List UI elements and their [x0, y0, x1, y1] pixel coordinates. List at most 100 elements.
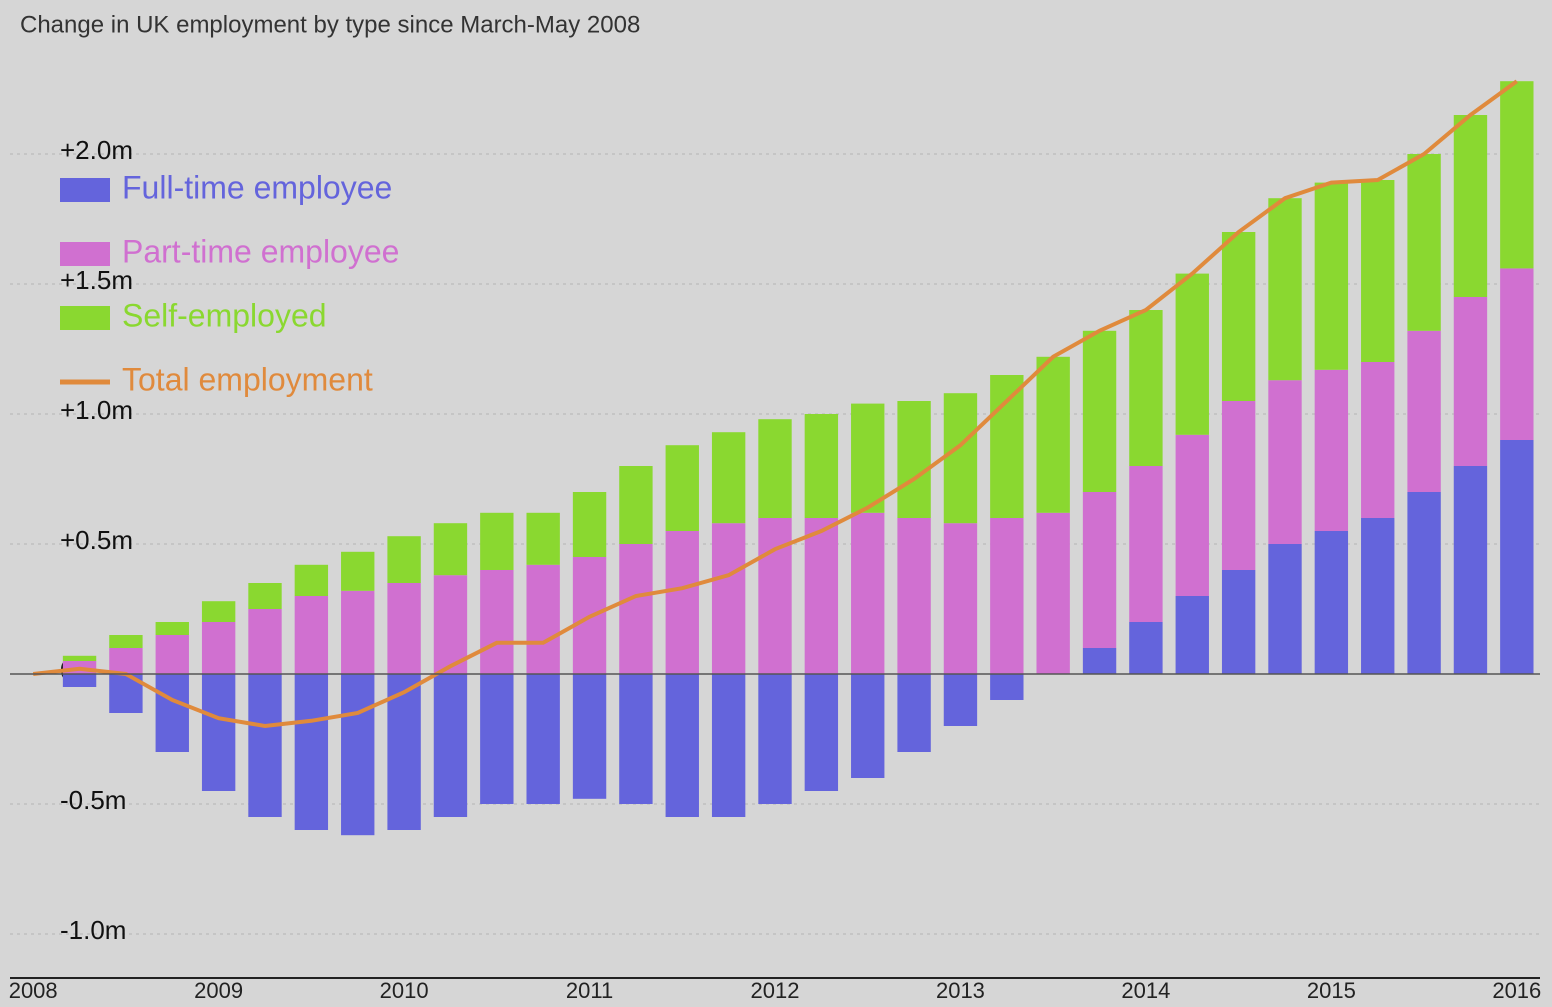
bar-segment	[480, 512, 514, 570]
legend-label: Self-employed	[122, 297, 327, 333]
x-tick-label: 2015	[1307, 978, 1356, 1003]
bar-segment	[1082, 492, 1117, 648]
bar-segment	[990, 674, 1024, 700]
bar-segment	[804, 518, 839, 674]
bar-segment	[851, 674, 885, 778]
bar-segment	[62, 674, 97, 687]
bar-segment	[1175, 273, 1209, 435]
bar-segment	[1407, 330, 1441, 492]
bar-segment	[526, 674, 560, 804]
bar-segment	[294, 596, 329, 674]
bar-segment	[387, 536, 421, 583]
bar-segment	[711, 523, 746, 674]
bar-segment	[619, 466, 653, 544]
bar-segment	[851, 403, 885, 513]
y-tick-label: +1.5m	[60, 265, 133, 295]
bar-segment	[1129, 622, 1163, 674]
bar-segment	[943, 523, 978, 674]
bar-segment	[1361, 362, 1395, 518]
bar-segment	[341, 674, 375, 836]
bar-segment	[665, 674, 699, 817]
bar-segment	[1175, 434, 1209, 596]
bar-segment	[1129, 310, 1163, 466]
bar-segment	[711, 674, 746, 817]
bar-segment	[109, 648, 143, 674]
legend-label: Part-time employee	[122, 233, 399, 269]
bar-segment	[1082, 648, 1117, 674]
bar-segment	[1500, 81, 1534, 269]
bar-segment	[1268, 198, 1302, 381]
bar-segment	[758, 419, 792, 518]
x-tick-label: 2014	[1121, 978, 1170, 1003]
bar-segment	[526, 512, 560, 565]
bar-segment	[109, 635, 143, 648]
bar-segment	[1221, 570, 1256, 674]
x-tick-label: 2010	[380, 978, 429, 1003]
bar-segment	[387, 674, 421, 830]
bar-segment	[990, 375, 1024, 518]
bar-segment	[1361, 180, 1395, 362]
bar-segment	[758, 518, 792, 674]
bar-segment	[1036, 356, 1070, 513]
bar-segment	[1314, 369, 1349, 531]
bar-segment	[990, 518, 1024, 674]
bar-segment	[294, 564, 329, 596]
bar-segment	[619, 544, 653, 674]
bar-segment	[665, 445, 699, 531]
bar-segment	[387, 583, 421, 674]
bar-segment	[1407, 154, 1441, 331]
bar-segment	[248, 583, 282, 609]
y-tick-label: +2.0m	[60, 135, 133, 165]
bar-segment	[758, 674, 792, 804]
bar-segment	[1500, 440, 1534, 674]
bar-segment	[201, 601, 236, 622]
bar-segment	[897, 518, 931, 674]
legend-swatch	[60, 178, 110, 202]
x-tick-label: 2016	[1492, 978, 1541, 1003]
bar-segment	[1314, 182, 1349, 370]
bar-segment	[1129, 466, 1163, 622]
y-tick-label: +0.5m	[60, 525, 133, 555]
y-tick-label: -1.0m	[60, 915, 126, 945]
bar-segment	[804, 414, 839, 518]
bar-segment	[897, 674, 931, 752]
bar-segment	[1407, 492, 1441, 674]
bar-segment	[155, 635, 189, 674]
bar-segment	[665, 531, 699, 674]
bar-segment	[1175, 596, 1209, 674]
y-tick-label: -0.5m	[60, 785, 126, 815]
bar-segment	[1500, 268, 1534, 440]
bar-segment	[341, 551, 375, 591]
bar-segment	[1453, 466, 1488, 674]
bar-segment	[433, 674, 468, 817]
bar-segment	[480, 570, 514, 674]
legend-label: Full-time employee	[122, 169, 392, 205]
bar-segment	[572, 492, 607, 557]
total-line	[32, 79, 1518, 729]
bar-segment	[851, 512, 885, 674]
legend-swatch	[60, 306, 110, 330]
bar-segment	[62, 655, 97, 661]
bar-segment	[1268, 544, 1302, 674]
bar-segment	[155, 674, 189, 752]
bar-segment	[201, 674, 236, 791]
bar-segment	[1453, 297, 1488, 466]
bar-segment	[155, 622, 189, 635]
x-tick-label: 2008	[9, 978, 58, 1003]
legend-swatch	[60, 242, 110, 266]
bar-segment	[433, 575, 468, 674]
bar-segment	[526, 564, 560, 674]
bar-segment	[294, 674, 329, 830]
bar-segment	[1221, 232, 1256, 401]
bar-segment	[897, 401, 931, 518]
bar-segment	[711, 432, 746, 524]
bar-segment	[248, 609, 282, 674]
bar-segment	[1314, 531, 1349, 674]
bar-segment	[433, 523, 468, 576]
x-tick-label: 2009	[194, 978, 243, 1003]
bar-segment	[1036, 512, 1070, 674]
bar-segment	[1221, 401, 1256, 570]
bar-segment	[943, 674, 978, 726]
x-tick-label: 2013	[936, 978, 985, 1003]
